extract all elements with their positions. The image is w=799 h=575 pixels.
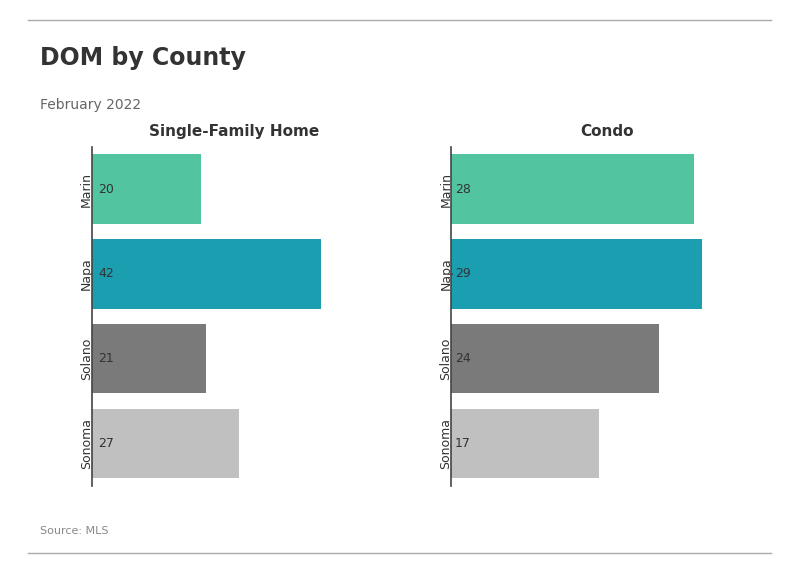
Title: Condo: Condo [581,124,634,139]
Bar [451,324,659,393]
Text: 21: 21 [98,352,114,365]
Bar [92,239,321,309]
Bar [92,324,206,393]
Text: 28: 28 [455,182,471,196]
Text: 17: 17 [455,437,471,450]
Bar [451,409,598,478]
Text: Source: MLS: Source: MLS [40,526,109,536]
Text: 29: 29 [455,267,471,281]
Text: February 2022: February 2022 [40,98,141,112]
Text: 24: 24 [455,352,471,365]
Bar [451,239,702,309]
Text: 42: 42 [98,267,114,281]
Bar [92,154,201,224]
Text: DOM by County: DOM by County [40,46,246,70]
Text: 27: 27 [98,437,114,450]
Bar [92,409,239,478]
Bar [451,154,694,224]
Text: 20: 20 [98,182,114,196]
Title: Single-Family Home: Single-Family Home [149,124,319,139]
